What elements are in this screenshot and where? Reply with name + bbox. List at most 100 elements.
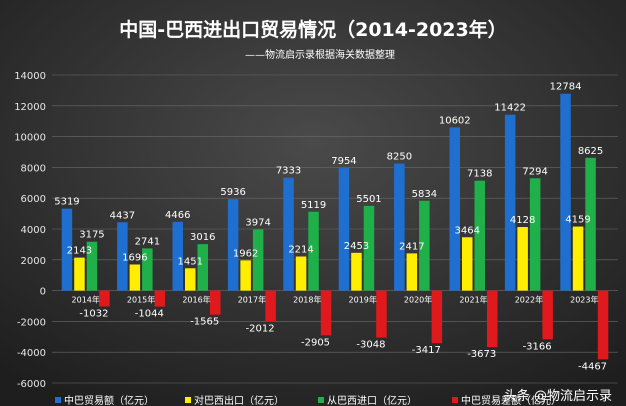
- data-label: 5319: [54, 197, 79, 208]
- legend-swatch: [452, 397, 458, 403]
- bar: [227, 199, 239, 291]
- bar: [252, 229, 264, 291]
- chart-title: 中国-巴西进出口贸易情况（2014-2023年）: [119, 18, 507, 41]
- gridlines: [52, 74, 618, 384]
- y-tick-label: -4000: [17, 348, 46, 359]
- data-label: -3166: [523, 341, 552, 352]
- data-labels: 5319 2143 3175 -1032 4437 1696 2741 -1044 4466 14…: [54, 82, 607, 373]
- legend: 中巴贸易额（亿元） 对巴西出口（亿元） 从巴西进口（亿元） 中巴贸易差额（亿元）: [55, 394, 561, 406]
- data-label: 2143: [67, 246, 92, 257]
- y-tick-label: -2000: [17, 317, 46, 328]
- bar: [585, 157, 596, 291]
- legend-label: 从巴西进口（亿元）: [327, 394, 417, 406]
- legend-label: 中巴贸易差额（亿元）: [461, 394, 561, 406]
- bar: [117, 222, 128, 291]
- data-label: 7138: [467, 169, 492, 180]
- bar: [197, 244, 208, 291]
- bar: [406, 253, 418, 291]
- y-tick-label: 14000: [14, 71, 46, 82]
- data-label: 7294: [522, 166, 547, 177]
- y-tick-label: 2000: [21, 256, 46, 267]
- bar: [86, 241, 98, 291]
- bar: [363, 205, 375, 291]
- data-label: 7954: [331, 156, 356, 167]
- data-label: -2012: [246, 324, 275, 335]
- data-label: 3016: [190, 232, 215, 243]
- bar: [517, 227, 528, 291]
- bar: [99, 290, 110, 307]
- data-label: -1044: [135, 309, 164, 320]
- bar: [474, 180, 485, 291]
- legend-swatch: [55, 397, 61, 403]
- data-label: 3175: [79, 230, 104, 241]
- data-label: 2741: [135, 236, 160, 247]
- data-label: 4437: [110, 210, 135, 221]
- bar: [61, 208, 73, 291]
- chart-subtitle: ——物流启示录根据海关数据整理: [245, 48, 395, 61]
- bar: [542, 290, 553, 340]
- legend-swatch: [318, 397, 324, 403]
- data-label: -3673: [467, 349, 496, 360]
- data-label: 2417: [399, 241, 424, 252]
- bar: [129, 264, 141, 291]
- x-axis: 2014年 2015年 2016年 2017年 2018年 2019年 2020年 2021年…: [72, 295, 599, 305]
- y-tick-label: 8000: [21, 163, 46, 174]
- y-axis: -6000 -4000 -2000 0 2000 4000 6000 8000 10000 120…: [14, 71, 46, 390]
- legend-swatch: [185, 397, 191, 403]
- bar: [572, 226, 584, 291]
- data-label: 1962: [233, 248, 258, 259]
- bar: [240, 260, 251, 291]
- legend-label: 中巴贸易额（亿元）: [64, 394, 154, 406]
- y-tick-label: -6000: [17, 379, 46, 390]
- data-label: 4159: [565, 215, 590, 226]
- bars: [61, 93, 609, 360]
- y-tick-label: 0: [40, 287, 46, 298]
- bar: [376, 290, 387, 338]
- bar: [210, 290, 221, 315]
- bar: [394, 163, 405, 291]
- bar: [462, 237, 473, 291]
- data-label: 5119: [301, 200, 326, 211]
- bar: [320, 290, 332, 336]
- data-label: 8250: [387, 152, 412, 163]
- x-tick-label: 2021年: [459, 295, 487, 305]
- data-label: 1451: [178, 256, 203, 267]
- y-tick-label: 4000: [21, 225, 46, 236]
- bar: [154, 290, 166, 307]
- x-tick-label: 2023年: [570, 295, 598, 305]
- data-label: 3974: [245, 217, 270, 228]
- bar: [419, 200, 430, 291]
- data-label: 12784: [550, 82, 582, 93]
- data-label: 7333: [276, 166, 301, 177]
- bar: [295, 256, 307, 291]
- bar: [351, 252, 362, 291]
- bar: [172, 221, 183, 291]
- data-label: -1032: [79, 308, 108, 319]
- bar: [338, 168, 350, 291]
- bar: [142, 248, 153, 291]
- data-label: 5936: [220, 187, 245, 198]
- data-label: 2453: [344, 241, 369, 252]
- y-tick-label: 12000: [14, 102, 46, 113]
- data-label: -4467: [578, 361, 607, 372]
- data-label: 5501: [356, 194, 381, 205]
- x-tick-label: 2022年: [515, 295, 543, 305]
- x-tick-label: 2015年: [127, 295, 155, 305]
- x-tick-label: 2018年: [293, 295, 321, 305]
- bar: [487, 290, 498, 348]
- data-label: 10602: [439, 115, 471, 126]
- data-label: 4466: [165, 210, 190, 221]
- bar: [560, 93, 571, 291]
- data-label: 8625: [578, 146, 603, 157]
- data-label: 4128: [510, 215, 535, 226]
- x-tick-label: 2019年: [349, 295, 377, 305]
- bar: [283, 177, 294, 291]
- data-label: 1696: [122, 252, 147, 263]
- watermark: 头条 @物流启示录: [504, 388, 612, 404]
- x-tick-label: 2020年: [404, 295, 432, 305]
- y-tick-label: 6000: [21, 194, 46, 205]
- data-label: 2214: [288, 245, 313, 256]
